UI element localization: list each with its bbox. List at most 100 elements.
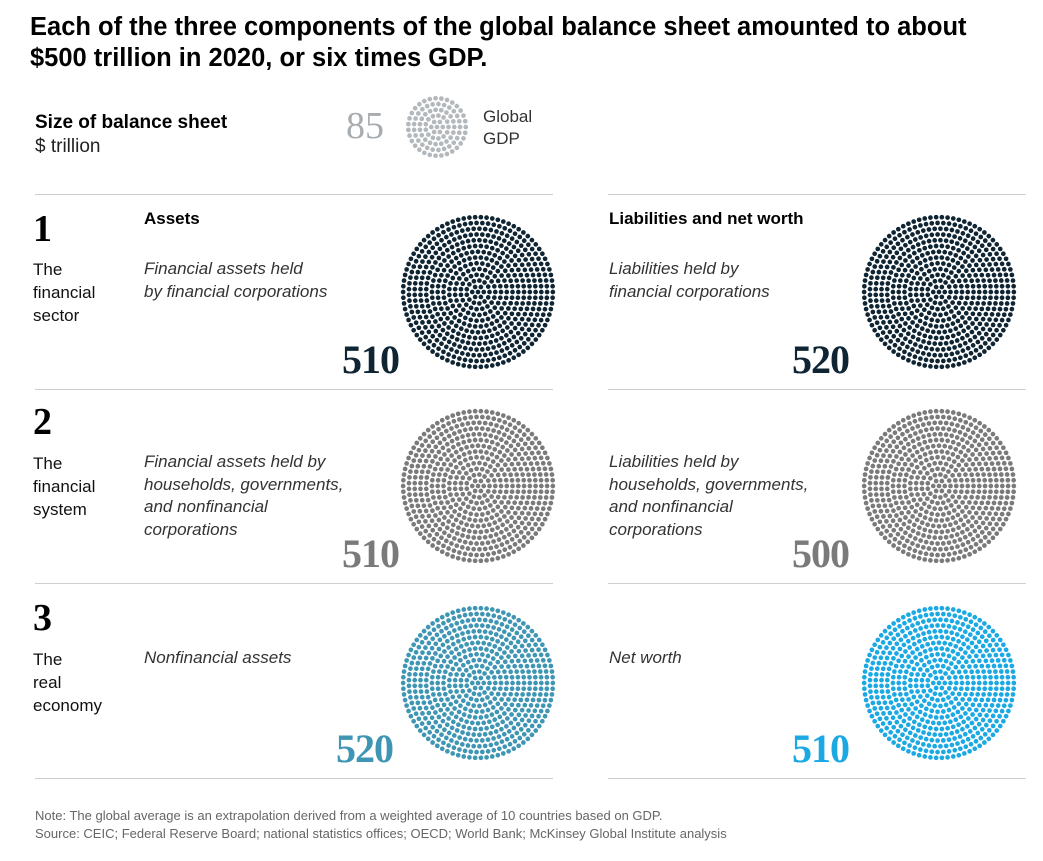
dot: [887, 650, 893, 656]
dot: [928, 364, 933, 369]
dot: [951, 459, 957, 464]
dot: [923, 415, 929, 421]
dot: [468, 696, 474, 702]
dot: [938, 352, 943, 358]
dot: [967, 435, 973, 440]
dot: [892, 692, 897, 697]
dot: [521, 477, 527, 483]
dot: [532, 455, 538, 461]
dot: [953, 273, 959, 279]
dot: [517, 735, 523, 741]
dot: [926, 238, 932, 244]
dot: [441, 423, 446, 429]
dot: [892, 495, 897, 500]
dot: [509, 515, 514, 520]
dot: [884, 486, 890, 492]
dot: [951, 705, 957, 710]
dot: [999, 289, 1005, 295]
dot: [953, 643, 959, 649]
dot: [519, 456, 525, 462]
dot: [434, 226, 440, 232]
dot: [408, 666, 413, 671]
dot: [482, 311, 488, 317]
dot: [543, 692, 549, 697]
dot: [434, 546, 440, 552]
row-3-name: The real economy: [33, 648, 123, 717]
dot: [1011, 283, 1016, 289]
dot: [933, 715, 939, 720]
dot: [518, 529, 524, 535]
dot: [440, 642, 446, 648]
dot: [874, 469, 880, 475]
dot: [515, 442, 521, 448]
dot: [490, 705, 496, 710]
dot: [928, 450, 933, 455]
dot: [943, 493, 948, 498]
dot: [982, 543, 987, 548]
dot: [526, 653, 531, 658]
dot: [903, 472, 909, 478]
dot: [491, 550, 497, 556]
dot: [502, 669, 507, 675]
dot: [437, 246, 443, 252]
dot: [434, 728, 440, 734]
dot: [929, 467, 935, 473]
dot: [529, 332, 535, 338]
dot: [884, 480, 890, 486]
dot: [968, 619, 974, 625]
dot: [472, 214, 478, 220]
dot: [895, 743, 901, 749]
dot: [521, 629, 527, 635]
dot: [412, 689, 418, 694]
dot: [533, 718, 538, 724]
dot: [913, 509, 918, 514]
dot: [993, 692, 998, 697]
dot: [502, 650, 507, 655]
dot: [919, 717, 925, 723]
dot: [526, 327, 532, 333]
dot: [443, 538, 449, 544]
row-3-number: 3: [33, 597, 52, 639]
dot: [909, 268, 915, 274]
dot: [963, 472, 968, 477]
dot: [893, 466, 899, 472]
dot: [879, 677, 884, 683]
dot: [474, 749, 479, 755]
dot: [497, 255, 503, 261]
dot: [503, 246, 509, 251]
row-3-name-line: economy: [33, 696, 102, 715]
dot: [950, 279, 955, 284]
dot: [439, 237, 444, 243]
dot: [980, 653, 986, 659]
dot: [482, 474, 487, 479]
dot: [492, 446, 498, 452]
dot: [442, 452, 447, 457]
dot: [494, 651, 500, 657]
dot: [1000, 718, 1006, 724]
dot: [941, 261, 946, 266]
dot: [913, 706, 918, 711]
dot: [479, 738, 485, 743]
dot: [435, 295, 441, 301]
dot: [454, 229, 460, 235]
dot: [940, 414, 946, 420]
dot: [477, 546, 482, 552]
dot: [995, 703, 1001, 708]
dot: [485, 478, 491, 483]
dot: [423, 314, 429, 320]
dot: [921, 281, 927, 287]
dot: [544, 477, 550, 483]
dot: [419, 443, 425, 448]
dot: [886, 303, 892, 309]
dot: [901, 521, 907, 527]
dot: [461, 607, 467, 612]
dot: [973, 738, 979, 744]
dot: [423, 486, 429, 492]
dot: [487, 309, 493, 314]
dot: [882, 463, 888, 469]
dot: [879, 292, 884, 298]
dot: [923, 263, 929, 269]
dot: [454, 689, 459, 694]
dot: [491, 478, 497, 483]
dot: [982, 629, 988, 635]
